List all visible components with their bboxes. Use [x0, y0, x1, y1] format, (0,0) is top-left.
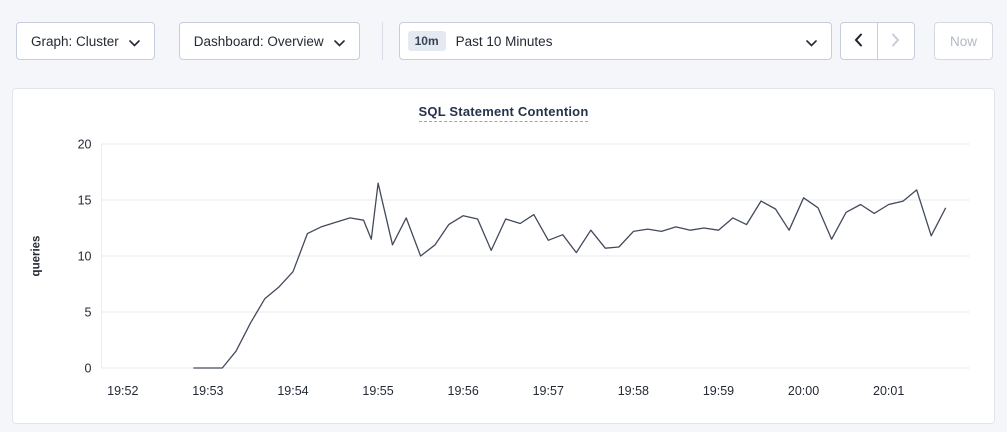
time-step-forward-button[interactable]: [876, 22, 915, 60]
now-button[interactable]: Now: [933, 22, 993, 60]
chevron-down-icon: [333, 35, 345, 50]
graph-dropdown[interactable]: Graph: Cluster: [16, 22, 155, 60]
graph-dropdown-label: Graph: Cluster: [31, 33, 119, 49]
svg-text:15: 15: [78, 194, 92, 208]
dashboard-dropdown[interactable]: Dashboard: Overview: [178, 22, 360, 60]
svg-text:19:54: 19:54: [277, 384, 308, 398]
svg-text:19:59: 19:59: [703, 384, 734, 398]
chart-card: SQL Statement Contention 0 5 10 15 20 19:52 19…: [12, 88, 995, 424]
svg-text:19:53: 19:53: [192, 384, 223, 398]
svg-text:20:00: 20:00: [788, 384, 819, 398]
svg-text:20: 20: [78, 138, 92, 152]
time-range-select[interactable]: 10m Past 10 Minutes: [398, 22, 832, 60]
time-range-label: Past 10 Minutes: [455, 33, 553, 49]
time-step-buttons: [839, 22, 915, 60]
svg-text:19:52: 19:52: [107, 384, 138, 398]
svg-text:queries: queries: [31, 236, 43, 277]
svg-text:19:57: 19:57: [533, 384, 564, 398]
chart-title: SQL Statement Contention: [418, 104, 589, 122]
time-step-back-button[interactable]: [839, 22, 878, 60]
dashboard-dropdown-label: Dashboard: Overview: [193, 33, 324, 49]
chevron-down-icon: [806, 35, 817, 50]
chevron-right-icon: [891, 33, 900, 50]
svg-text:0: 0: [85, 362, 92, 376]
chevron-left-icon: [854, 33, 863, 50]
svg-text:19:58: 19:58: [618, 384, 649, 398]
toolbar-divider: [381, 22, 383, 60]
chevron-down-icon: [128, 35, 140, 50]
svg-text:10: 10: [78, 250, 92, 264]
toolbar: Graph: Cluster Dashboard: Overview 10m P…: [0, 0, 1007, 68]
svg-text:5: 5: [85, 306, 92, 320]
contention-chart: 0 5 10 15 20 19:52 19:53 19:54 19:55 19:56 19:57 19…: [31, 138, 970, 398]
svg-text:19:56: 19:56: [448, 384, 479, 398]
svg-text:20:01: 20:01: [873, 384, 904, 398]
svg-text:19:55: 19:55: [362, 384, 393, 398]
time-range-badge: 10m: [407, 31, 446, 51]
